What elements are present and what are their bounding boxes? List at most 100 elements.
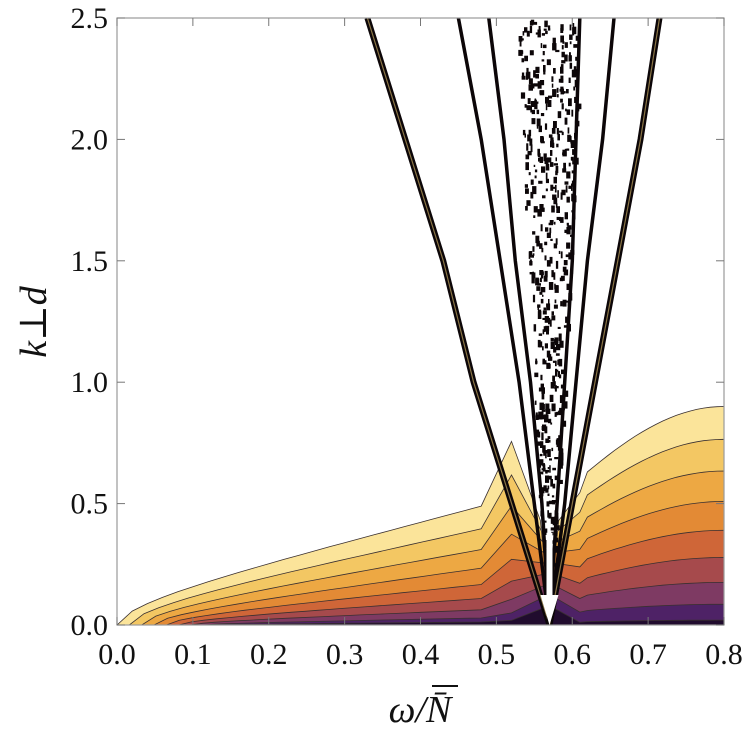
speck xyxy=(537,304,541,308)
speck xyxy=(522,129,526,136)
speck xyxy=(546,501,550,507)
speck xyxy=(559,452,564,461)
speck xyxy=(551,311,554,316)
speck xyxy=(568,252,572,260)
speck xyxy=(537,283,541,286)
speck xyxy=(542,44,547,49)
speck xyxy=(554,457,559,460)
speck xyxy=(568,77,571,83)
speck xyxy=(545,188,548,192)
speck xyxy=(575,120,580,127)
speck xyxy=(553,163,558,166)
speck xyxy=(575,35,580,41)
speck xyxy=(551,76,554,82)
speck xyxy=(545,438,549,443)
speck xyxy=(542,329,545,335)
speck xyxy=(521,72,525,78)
speck xyxy=(540,277,542,283)
branch-left-mid xyxy=(456,18,552,625)
speck xyxy=(561,91,566,94)
speck xyxy=(571,109,574,117)
speck xyxy=(572,195,577,203)
speck xyxy=(542,195,546,199)
speck xyxy=(551,403,556,412)
speck xyxy=(529,259,532,266)
speck xyxy=(561,60,566,64)
speck xyxy=(560,275,565,281)
speck xyxy=(534,169,538,173)
speck xyxy=(524,133,526,138)
speck xyxy=(574,157,579,165)
speck xyxy=(568,162,571,167)
speck xyxy=(545,103,548,111)
speck xyxy=(532,186,537,195)
speck xyxy=(555,368,558,377)
speck xyxy=(545,403,550,410)
speck xyxy=(542,310,547,315)
speck xyxy=(561,45,564,50)
speck xyxy=(541,387,545,394)
speck xyxy=(555,49,560,53)
speck xyxy=(541,166,546,173)
speck xyxy=(545,178,549,184)
speck xyxy=(549,227,552,234)
speck xyxy=(539,402,544,410)
speck xyxy=(544,426,548,434)
speck xyxy=(556,206,560,213)
speck xyxy=(557,133,560,141)
speck xyxy=(549,458,552,461)
speck xyxy=(571,210,574,213)
speck xyxy=(533,324,537,332)
speck xyxy=(538,125,542,133)
speck xyxy=(544,343,548,349)
speck xyxy=(543,326,546,332)
speck xyxy=(536,240,540,247)
speck xyxy=(558,358,563,367)
speck xyxy=(544,123,548,130)
tick-labels: 0.0 0.1 0.2 0.3 0.4 0.5 0.6 0.7 0.8 0.0 0.5 1.0 1.5 2… xyxy=(71,2,743,671)
speck xyxy=(524,104,527,108)
speck xyxy=(543,28,547,31)
speck xyxy=(542,360,547,365)
speck xyxy=(552,125,555,131)
speck xyxy=(526,67,529,75)
speck xyxy=(561,131,564,136)
speck xyxy=(572,211,576,220)
speck xyxy=(552,375,555,382)
y-tick-label: 2.0 xyxy=(71,123,109,156)
speck xyxy=(539,90,545,96)
speck xyxy=(553,304,558,309)
speck xyxy=(564,148,567,155)
speck xyxy=(560,35,564,43)
speck xyxy=(533,164,536,167)
speck xyxy=(550,137,554,144)
speck xyxy=(554,546,560,553)
speck xyxy=(559,462,563,469)
speck xyxy=(550,422,553,425)
speck xyxy=(556,555,561,563)
branch-left-outer-edge xyxy=(366,18,551,625)
speck xyxy=(566,242,571,249)
speck xyxy=(573,66,577,71)
speck xyxy=(547,232,551,235)
speck xyxy=(527,134,531,142)
speck xyxy=(530,106,532,113)
speck xyxy=(521,75,526,80)
speck xyxy=(571,180,576,187)
speck xyxy=(548,95,553,99)
speck xyxy=(560,24,564,31)
speck xyxy=(551,205,555,213)
speck xyxy=(560,86,564,90)
speck xyxy=(536,429,540,438)
speck xyxy=(546,329,549,335)
speck xyxy=(554,537,559,543)
speck xyxy=(563,401,568,409)
singular-region-specks xyxy=(518,19,582,569)
speck xyxy=(531,272,536,279)
speck xyxy=(570,268,574,274)
speck xyxy=(555,525,560,530)
speck xyxy=(543,153,547,162)
speck xyxy=(565,300,570,303)
speck xyxy=(543,485,547,492)
speck xyxy=(541,393,545,400)
